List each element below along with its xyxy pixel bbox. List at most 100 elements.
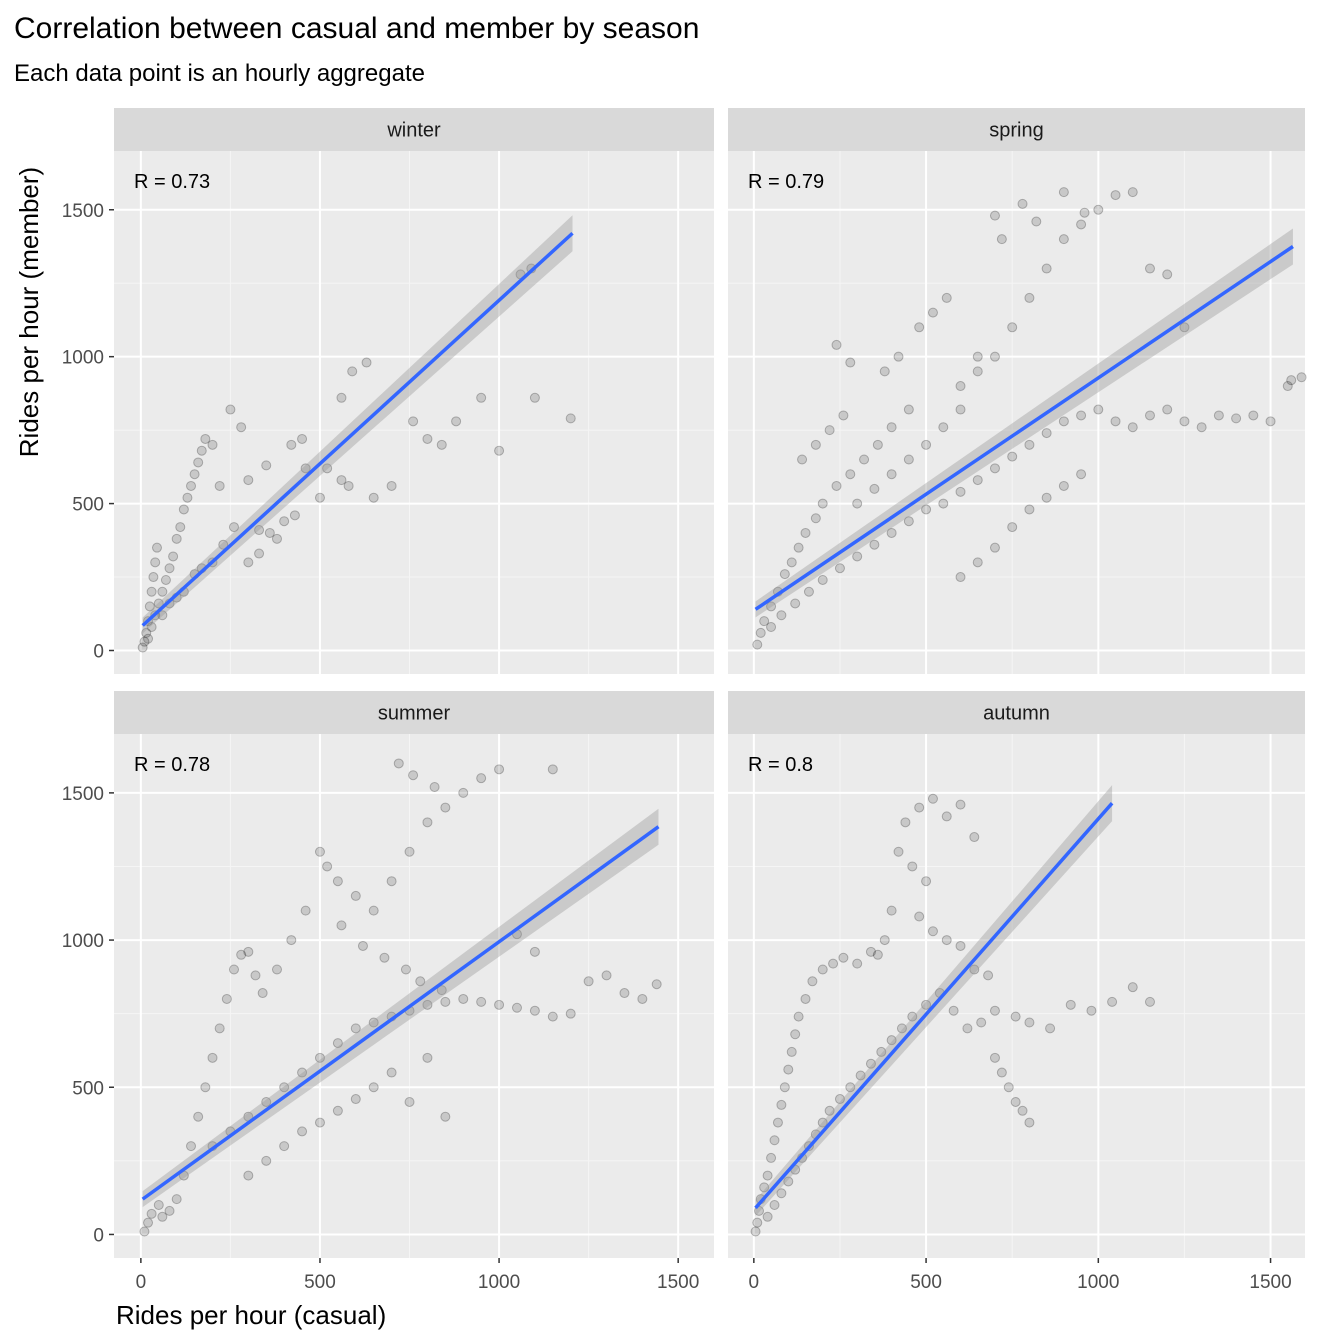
data-point [214, 480, 225, 491]
data-point [969, 964, 980, 975]
data-point [769, 1135, 780, 1146]
data-point [422, 433, 433, 444]
data-point [139, 636, 150, 647]
data-point [332, 1105, 343, 1116]
data-point [261, 460, 272, 471]
data-point [886, 905, 897, 916]
data-point [989, 210, 1000, 221]
data-point [322, 861, 333, 872]
data-point [279, 1141, 290, 1152]
data-point [146, 586, 157, 597]
data-point [236, 949, 247, 960]
data-point [164, 1205, 175, 1216]
data-point [350, 1094, 361, 1105]
data-point [786, 1046, 797, 1057]
data-point [1031, 216, 1042, 227]
data-point [186, 480, 197, 491]
data-point [146, 1208, 157, 1219]
data-point [297, 1126, 308, 1137]
correlation-label: R = 0.78 [134, 754, 210, 776]
data-point [786, 557, 797, 568]
data-point [368, 1017, 379, 1028]
data-point [350, 1023, 361, 1034]
data-point [783, 1176, 794, 1187]
data-point [271, 533, 282, 544]
data-point [494, 999, 505, 1010]
data-point [400, 964, 411, 975]
data-point [1017, 1105, 1028, 1116]
data-point [824, 1105, 835, 1116]
data-point [297, 1067, 308, 1078]
data-point [1076, 469, 1087, 480]
data-point [1024, 292, 1035, 303]
y-tick-label: 1500 [62, 784, 104, 805]
data-point [810, 439, 821, 450]
data-point [529, 1005, 540, 1016]
data-point [264, 527, 275, 538]
data-point [286, 935, 297, 946]
data-point [1010, 1011, 1021, 1022]
data-point [1010, 1096, 1021, 1107]
y-tick-label: 1000 [62, 348, 104, 369]
data-point [914, 322, 925, 333]
facet-panel-spring: spring R = 0.79 [728, 108, 1307, 674]
data-point [855, 1070, 866, 1081]
data-point [451, 416, 462, 427]
data-point [314, 846, 325, 857]
data-point [254, 525, 265, 536]
data-point [903, 404, 914, 415]
data-point [810, 513, 821, 524]
data-point [429, 781, 440, 792]
data-point [1058, 480, 1069, 491]
data-point [408, 770, 419, 781]
data-point [817, 964, 828, 975]
data-point [347, 366, 358, 377]
data-point [907, 861, 918, 872]
data-point [494, 764, 505, 775]
data-point [332, 1038, 343, 1049]
data-point [927, 793, 938, 804]
data-point [193, 457, 204, 468]
data-point [200, 433, 211, 444]
data-point [436, 985, 447, 996]
data-point [153, 598, 164, 609]
facet-strip [114, 691, 714, 734]
data-point [766, 1152, 777, 1163]
data-point [619, 988, 630, 999]
data-point [1296, 372, 1307, 383]
data-point [831, 480, 842, 491]
data-point [146, 621, 157, 632]
data-point [996, 234, 1007, 245]
data-point [817, 498, 828, 509]
data-point [207, 439, 218, 450]
data-point [879, 935, 890, 946]
data-point [404, 846, 415, 857]
data-point [1093, 404, 1104, 415]
data-point [1041, 428, 1052, 439]
x-tick-label: 0 [136, 1272, 147, 1293]
data-point [1248, 410, 1259, 421]
facet-strip-label: summer [378, 703, 451, 725]
data-point [314, 1117, 325, 1128]
data-point [1110, 416, 1121, 427]
data-point [769, 1200, 780, 1211]
data-point [143, 1217, 154, 1228]
data-point [824, 425, 835, 436]
data-point [1007, 451, 1018, 462]
data-point [1076, 219, 1087, 230]
data-point [322, 463, 333, 474]
data-point [914, 911, 925, 922]
data-point [476, 392, 487, 403]
data-point [1058, 234, 1069, 245]
data-point [972, 366, 983, 377]
y-tick-label: 500 [72, 495, 104, 516]
data-point [218, 539, 229, 550]
data-point [921, 439, 932, 450]
facet-strip [728, 691, 1305, 734]
data-point [759, 1182, 770, 1193]
data-point [1024, 439, 1035, 450]
data-point [257, 988, 268, 999]
data-point [422, 999, 433, 1010]
data-point [440, 1111, 451, 1122]
data-point [927, 926, 938, 937]
